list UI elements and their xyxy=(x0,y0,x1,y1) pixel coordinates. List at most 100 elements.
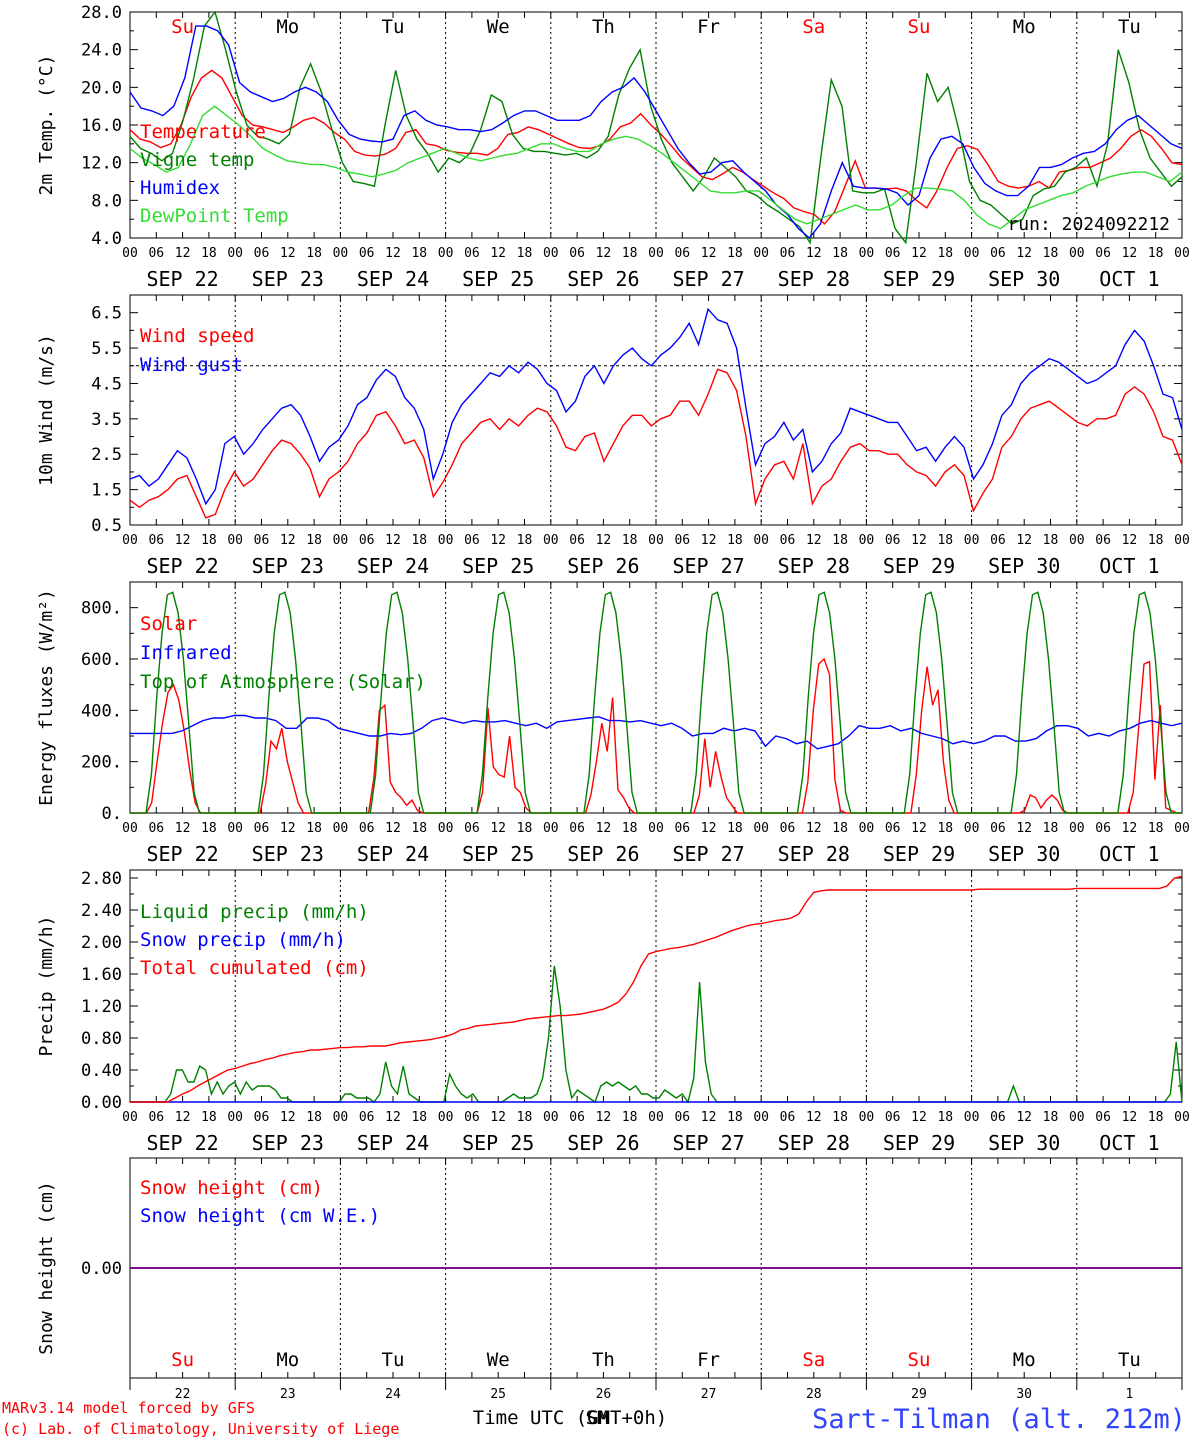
date-label: SEP 23 xyxy=(252,554,324,578)
hour-tick-label: 18 xyxy=(622,533,638,548)
hour-tick-label: 00 xyxy=(859,533,875,548)
date-label: SEP 29 xyxy=(883,1131,955,1155)
hour-tick-label: 06 xyxy=(464,533,480,548)
legend-entry: Vigne temp xyxy=(140,149,254,171)
date-label: SEP 30 xyxy=(988,1131,1060,1155)
hour-tick-label: 12 xyxy=(596,246,612,261)
hour-tick-label: 12 xyxy=(175,1110,191,1125)
hour-tick-label: 12 xyxy=(1122,821,1138,836)
hour-tick-label: 12 xyxy=(806,533,822,548)
legend-entry: Solar xyxy=(140,613,197,635)
hour-tick-label: 18 xyxy=(1043,246,1059,261)
day-number-label: 28 xyxy=(806,1387,822,1402)
hour-tick-label: 18 xyxy=(832,1110,848,1125)
hour-tick-label: 12 xyxy=(596,533,612,548)
date-label: SEP 25 xyxy=(462,1131,534,1155)
hour-tick-label: 00 xyxy=(648,1110,664,1125)
weekday-label: Su xyxy=(908,16,931,38)
legend-entry: DewPoint Temp xyxy=(140,205,289,227)
hour-tick-label: 18 xyxy=(1148,821,1164,836)
date-label: SEP 30 xyxy=(988,267,1060,291)
hour-tick-label: 12 xyxy=(806,821,822,836)
hour-tick-label: 06 xyxy=(148,1110,164,1125)
hour-tick-label: 18 xyxy=(1043,1110,1059,1125)
hour-tick-label: 06 xyxy=(674,821,690,836)
hour-tick-label: 00 xyxy=(122,246,138,261)
hour-tick-label: 00 xyxy=(859,821,875,836)
hour-tick-label: 12 xyxy=(385,533,401,548)
hour-tick-label: 12 xyxy=(1122,1110,1138,1125)
hour-tick-label: 18 xyxy=(201,533,217,548)
series-line xyxy=(130,591,1182,814)
hour-tick-label: 00 xyxy=(438,533,454,548)
hour-tick-label: 18 xyxy=(1043,821,1059,836)
y-tick-label: 3.5 xyxy=(91,410,122,430)
y-tick-label: 0.40 xyxy=(81,1061,122,1081)
day-number-label: 29 xyxy=(911,1387,927,1402)
hour-tick-label: 00 xyxy=(648,246,664,261)
hour-tick-label: 12 xyxy=(701,821,717,836)
y-tick-label: 0.00 xyxy=(81,1093,122,1113)
panel-4: 0.00 0.40 0.80 1.20 1.60 2.00 2.40 2.80 Precip (… xyxy=(36,869,1190,1155)
hour-tick-label: 06 xyxy=(990,1110,1006,1125)
hour-tick-label: 18 xyxy=(727,821,743,836)
hour-tick-label: 18 xyxy=(411,1110,427,1125)
hour-tick-label: 18 xyxy=(201,821,217,836)
hour-tick-label: 00 xyxy=(438,1110,454,1125)
hour-tick-label: 12 xyxy=(1016,821,1032,836)
hour-tick-label: 00 xyxy=(648,533,664,548)
date-label: SEP 26 xyxy=(567,1131,639,1155)
hour-tick-label: 12 xyxy=(385,1110,401,1125)
hour-tick-label: 18 xyxy=(832,533,848,548)
hour-tick-label: 12 xyxy=(1016,246,1032,261)
hour-tick-label: 06 xyxy=(990,533,1006,548)
y-tick-label: 0.00 xyxy=(81,1259,122,1279)
hour-tick-label: 12 xyxy=(175,821,191,836)
hour-tick-label: 06 xyxy=(885,533,901,548)
series-line xyxy=(130,875,1183,1103)
weekday-label: Mo xyxy=(276,1349,299,1371)
hour-tick-label: 06 xyxy=(569,246,585,261)
legend-entry: Snow precip (mm/h) xyxy=(140,929,346,951)
hour-tick-label: 00 xyxy=(333,821,349,836)
y-tick-label: 4.5 xyxy=(91,374,122,394)
x-axis-label: Time UTC (GMT+0h) xyxy=(473,1407,667,1429)
hour-tick-label: 18 xyxy=(622,246,638,261)
hour-tick-label: 18 xyxy=(517,821,533,836)
hour-tick-label: 00 xyxy=(1069,246,1085,261)
bottom-axis: 22 23 24 25 26 27 28 29 30 1 MARv3.14 model forced… xyxy=(2,1378,1186,1438)
hour-tick-label: 06 xyxy=(148,821,164,836)
date-label: SEP 22 xyxy=(146,267,218,291)
y-tick-label: 20.0 xyxy=(81,78,122,98)
y-axis-label: Precip (mm/h) xyxy=(36,916,57,1057)
model-credit: MARv3.14 model forced by GFS xyxy=(2,1399,255,1417)
hour-tick-label: 00 xyxy=(333,1110,349,1125)
day-number-label: 23 xyxy=(280,1387,296,1402)
hour-tick-label: 00 xyxy=(227,821,243,836)
weekday-label: We xyxy=(487,1349,510,1371)
y-tick-label: 1.20 xyxy=(81,997,122,1017)
weekday-label: Tu xyxy=(1118,1349,1141,1371)
hour-tick-label: 06 xyxy=(674,1110,690,1125)
hour-tick-label: 12 xyxy=(385,821,401,836)
legend-entry: Snow height (cm W.E.) xyxy=(140,1205,380,1227)
series-line xyxy=(130,714,1183,750)
hour-tick-label: 06 xyxy=(780,821,796,836)
date-label: SEP 22 xyxy=(146,1131,218,1155)
hour-tick-label: 00 xyxy=(543,1110,559,1125)
hour-tick-label: 18 xyxy=(306,533,322,548)
hour-tick-label: 00 xyxy=(753,533,769,548)
weekday-label: Tu xyxy=(382,16,405,38)
hour-tick-label: 06 xyxy=(990,246,1006,261)
hour-tick-label: 18 xyxy=(1043,533,1059,548)
hour-tick-label: 12 xyxy=(175,246,191,261)
date-label: SEP 22 xyxy=(146,554,218,578)
y-tick-label: 12.0 xyxy=(81,154,122,174)
y-tick-label: 1.5 xyxy=(91,481,122,501)
y-tick-label: 800. xyxy=(81,599,122,619)
hour-tick-label: 06 xyxy=(780,246,796,261)
hour-tick-label: 18 xyxy=(306,821,322,836)
hour-tick-label: 12 xyxy=(280,533,296,548)
day-number-label: 24 xyxy=(385,1387,401,1402)
hour-tick-label: 12 xyxy=(1122,246,1138,261)
